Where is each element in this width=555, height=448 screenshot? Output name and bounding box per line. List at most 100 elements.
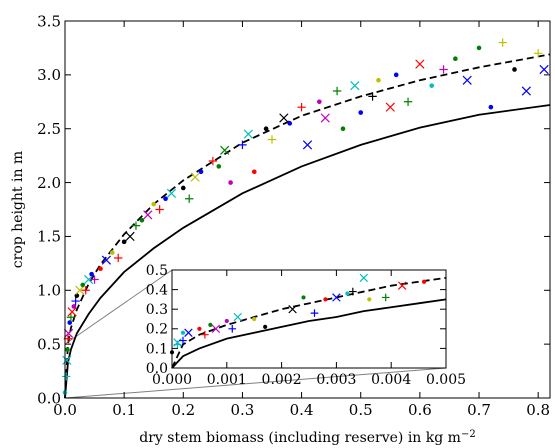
inset-plot: 0.000 0.001 0.002 0.003 0.004 0.005 0.0 0.1 0.2 0… <box>146 263 466 388</box>
inset-data-point <box>184 328 193 337</box>
inset-data-point <box>397 281 407 290</box>
data-point <box>251 169 257 175</box>
main-y-tick-label: 2.0 <box>37 174 61 192</box>
y-axis-label: crop height in m <box>10 151 26 268</box>
inset-data-point <box>332 293 341 302</box>
data-point <box>139 217 145 223</box>
data-point <box>267 135 277 144</box>
inset-data-point <box>208 322 213 327</box>
inset-background <box>172 270 446 368</box>
data-point <box>533 49 543 58</box>
data-point <box>84 274 94 285</box>
x-axis-label-text: dry stem biomass (including reserve) in … <box>139 430 461 446</box>
inset-y-tick-label: 0.0 <box>146 361 168 377</box>
inset-x-tick-label: 0.005 <box>426 372 466 388</box>
data-point <box>66 313 76 322</box>
data-point <box>340 126 346 132</box>
data-point <box>302 140 313 150</box>
data-point <box>350 81 360 91</box>
data-point <box>89 271 94 277</box>
data-point <box>65 347 70 352</box>
inset-x-tick-label: 0.003 <box>316 372 356 388</box>
inset-x-tick-label: 0.001 <box>207 372 247 388</box>
inset-data-point <box>349 287 357 296</box>
data-point <box>453 56 458 62</box>
inset-data-point <box>233 312 242 322</box>
main-plot: 0.0 0.1 0.2 0.3 0.4 0.5 0.6 0.7 0.8 0.0 0.5 1.0 1.5 2… <box>10 12 551 446</box>
data-point <box>81 286 90 295</box>
data-point <box>62 355 72 365</box>
inset-frame <box>171 269 447 369</box>
inset-y-tick-label: 0.2 <box>146 322 168 338</box>
main-y-tick-label: 1.5 <box>37 228 61 246</box>
data-point <box>539 64 549 75</box>
data-point <box>71 304 77 309</box>
data-point <box>80 282 86 288</box>
inset-y-tick-label: 0.5 <box>146 263 168 279</box>
main-x-tick-label: 0.8 <box>526 401 550 419</box>
data-point <box>110 250 115 255</box>
data-point <box>498 38 507 47</box>
inset-data-point <box>323 297 328 302</box>
data-point <box>114 253 123 263</box>
inset-data-point <box>224 318 229 324</box>
data-point <box>376 77 381 83</box>
main-markers <box>61 38 549 395</box>
data-point <box>393 72 399 78</box>
inset-data-point <box>252 316 257 322</box>
data-point <box>287 121 293 126</box>
inset-data-point <box>359 273 369 283</box>
data-point <box>462 75 472 85</box>
main-y-tick-label: 1.0 <box>37 282 61 300</box>
data-point <box>320 113 330 123</box>
data-point <box>98 266 103 272</box>
main-x-tick-label: 0.6 <box>408 401 432 419</box>
data-point <box>385 102 395 112</box>
inset-y-tick-label: 0.3 <box>146 302 168 318</box>
data-point <box>75 285 85 295</box>
data-point <box>243 129 253 139</box>
x-axis-label-superscript: −2 <box>461 429 476 440</box>
data-point <box>61 372 71 381</box>
data-point <box>403 97 413 106</box>
data-point <box>208 156 218 166</box>
inset-data-point <box>367 297 372 302</box>
inset-data-point <box>179 336 187 345</box>
data-point <box>101 255 112 265</box>
inset-data-point <box>197 326 202 331</box>
main-y-tick-label: 0.5 <box>37 335 61 353</box>
inset-solid-fit-curve <box>171 298 447 369</box>
data-point <box>358 110 364 115</box>
inset-y-tick-label: 0.4 <box>146 283 168 299</box>
main-x-tick-label: 0.4 <box>290 401 314 419</box>
inset-data-point <box>288 304 297 314</box>
inset-data-point <box>201 330 209 339</box>
main-x-tick-label: 0.0 <box>53 401 77 419</box>
main-x-tick-label: 0.7 <box>467 401 491 419</box>
data-point <box>429 83 435 88</box>
data-point <box>163 196 168 202</box>
data-point <box>125 231 135 242</box>
main-x-tick-label: 0.3 <box>231 401 255 419</box>
main-x-tick-label: 0.5 <box>349 401 373 419</box>
inset-data-point <box>211 324 221 334</box>
inset-data-point <box>381 293 390 302</box>
data-point <box>190 172 200 182</box>
main-x-tick-label: 0.1 <box>112 401 136 419</box>
main-y-tick-label: 3.0 <box>37 66 61 84</box>
data-point <box>263 126 269 132</box>
main-x-tick-label: 0.2 <box>171 401 195 419</box>
inset-x-tick-label: 0.004 <box>371 372 411 388</box>
data-point <box>238 140 247 150</box>
data-point <box>67 307 77 317</box>
main-y-tick-label: 2.5 <box>37 120 61 138</box>
inset-zoom-line-upper <box>64 269 173 345</box>
data-point <box>216 164 222 169</box>
data-point <box>143 210 153 220</box>
main-plot-frame <box>64 20 551 399</box>
data-point <box>180 185 186 191</box>
data-point <box>279 113 289 123</box>
inset-data-point <box>263 324 268 329</box>
inset-data-point <box>421 279 427 284</box>
